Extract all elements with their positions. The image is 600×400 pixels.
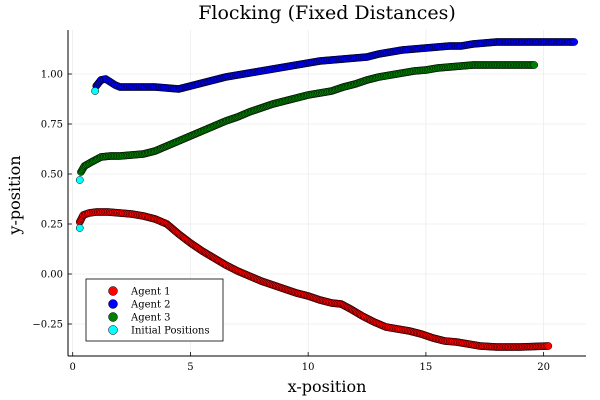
legend-marker (108, 286, 118, 296)
tick-labels: 0 5 10 15 20 −0.25 0.00 0.25 0.50 0.75 1.00 (32, 70, 550, 374)
initial-position-point (91, 87, 99, 95)
axes (67, 30, 586, 357)
legend-marker (108, 299, 118, 309)
legend-label: Agent 3 (130, 313, 171, 324)
legend-label: Agent 1 (130, 287, 171, 298)
legend: Agent 1 Agent 2 Agent 3 Initial Positions (85, 278, 224, 342)
x-tick-label: 0 (70, 362, 76, 373)
data-point (544, 342, 553, 350)
x-axis-title: x-position (288, 377, 367, 396)
x-tick-label: 10 (302, 362, 315, 373)
legend-marker (108, 312, 118, 322)
x-tick-label: 15 (420, 362, 433, 373)
series-4 (75, 87, 99, 232)
x-tick-label: 5 (187, 362, 193, 373)
series-2 (92, 38, 579, 93)
chart-title: Flocking (Fixed Distances) (198, 2, 456, 24)
y-tick-label: −0.25 (32, 320, 63, 331)
y-axis-title: y-position (5, 155, 24, 235)
grid (68, 30, 586, 356)
legend-label: Agent 2 (130, 300, 171, 311)
y-tick-label: 0.00 (41, 270, 63, 281)
legend-label: Initial Positions (131, 326, 210, 337)
y-tick-label: 1.00 (41, 70, 63, 81)
series-3 (77, 61, 539, 176)
initial-position-point (75, 224, 84, 232)
y-tick-label: 0.50 (41, 170, 63, 181)
legend-marker (108, 325, 118, 335)
y-tick-label: 0.25 (41, 220, 63, 231)
initial-position-point (75, 176, 84, 184)
x-tick-label: 20 (537, 362, 550, 373)
series-layer (75, 38, 579, 351)
data-point (530, 61, 539, 69)
data-point (570, 38, 579, 46)
series-1 (75, 208, 553, 351)
y-tick-label: 0.75 (41, 120, 63, 131)
